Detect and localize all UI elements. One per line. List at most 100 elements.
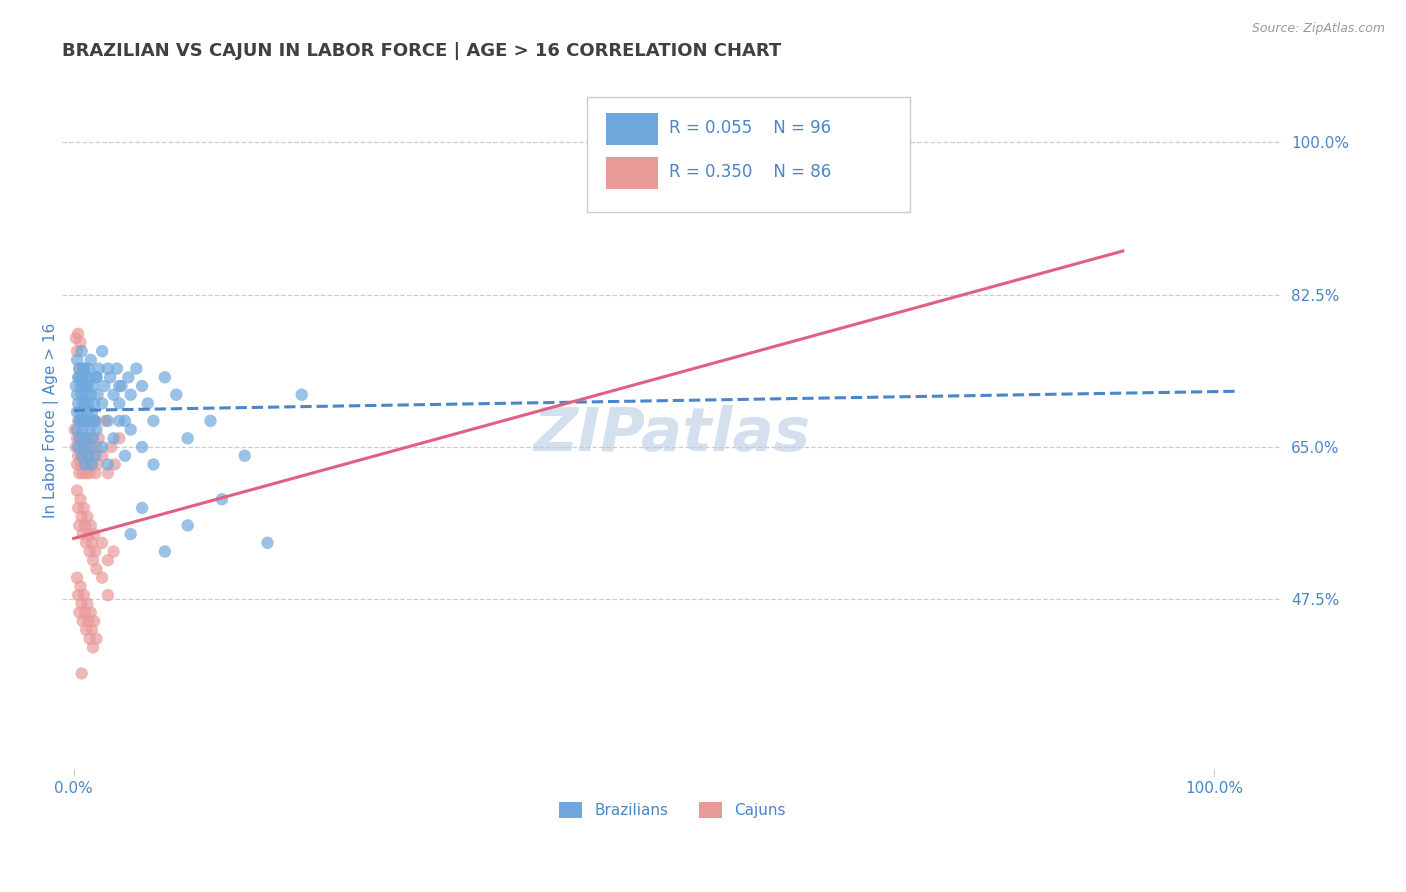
Point [83,527,105,541]
Point [82,640,104,655]
Point [79,414,101,428]
Point [67,440,90,454]
Point [67,361,90,376]
Point [67,326,90,341]
Point [69,335,91,350]
Point [120,423,142,437]
Point [69,405,91,419]
Point [69,379,91,393]
Point [84,414,107,428]
Point [69,579,91,593]
Point [83,414,105,428]
Point [97,414,120,428]
Point [84,544,107,558]
Point [120,388,142,402]
Point [67,466,90,480]
Point [86,370,108,384]
Point [80,458,103,472]
Point [86,370,108,384]
Point [67,361,90,376]
Point [153,370,176,384]
Point [100,440,122,454]
Point [73,458,96,472]
Point [86,440,108,454]
Point [75,623,97,637]
Point [65,379,87,393]
Point [80,518,103,533]
FancyBboxPatch shape [586,97,910,211]
Point [80,536,103,550]
Point [233,449,256,463]
Point [80,606,103,620]
Point [72,466,94,480]
Point [105,361,128,376]
Point [67,414,90,428]
Point [70,666,93,681]
Point [72,423,94,437]
Point [97,361,120,376]
Point [80,458,103,472]
Point [73,414,96,428]
Point [86,458,108,472]
Point [70,597,93,611]
Point [70,370,93,384]
Point [67,431,90,445]
Point [67,370,90,384]
Point [176,431,198,445]
Point [82,449,104,463]
Point [131,440,153,454]
Point [108,396,131,410]
Point [87,431,110,445]
Point [63,423,86,437]
Point [76,458,98,472]
Point [103,388,125,402]
Point [80,623,103,637]
Point [153,544,176,558]
Point [108,431,131,445]
Point [91,449,114,463]
Point [142,414,165,428]
Point [108,414,131,428]
Point [75,370,97,384]
Point [84,449,107,463]
Point [131,379,153,393]
Point [67,370,90,384]
Point [70,509,93,524]
Point [75,440,97,454]
Point [66,388,89,402]
Point [70,388,93,402]
Point [76,431,98,445]
Point [86,423,108,437]
Point [75,431,97,445]
Point [82,379,104,393]
Point [72,396,94,410]
Point [87,361,110,376]
Point [76,414,98,428]
Point [66,405,89,419]
Point [72,614,94,628]
Point [66,352,89,367]
Point [76,597,98,611]
Point [76,379,98,393]
Point [79,423,101,437]
Point [73,396,96,410]
Point [73,500,96,515]
Point [94,414,117,428]
FancyBboxPatch shape [606,113,658,145]
Point [66,571,89,585]
Point [108,379,131,393]
Point [79,632,101,646]
Point [93,379,115,393]
Point [73,361,96,376]
Point [110,379,132,393]
Text: BRAZILIAN VS CAJUN IN LABOR FORCE | AGE > 16 CORRELATION CHART: BRAZILIAN VS CAJUN IN LABOR FORCE | AGE … [62,42,782,60]
Point [75,536,97,550]
Point [70,449,93,463]
Point [73,449,96,463]
Point [86,562,108,576]
Point [73,431,96,445]
Point [73,606,96,620]
Point [84,466,107,480]
Point [80,352,103,367]
Point [86,388,108,402]
